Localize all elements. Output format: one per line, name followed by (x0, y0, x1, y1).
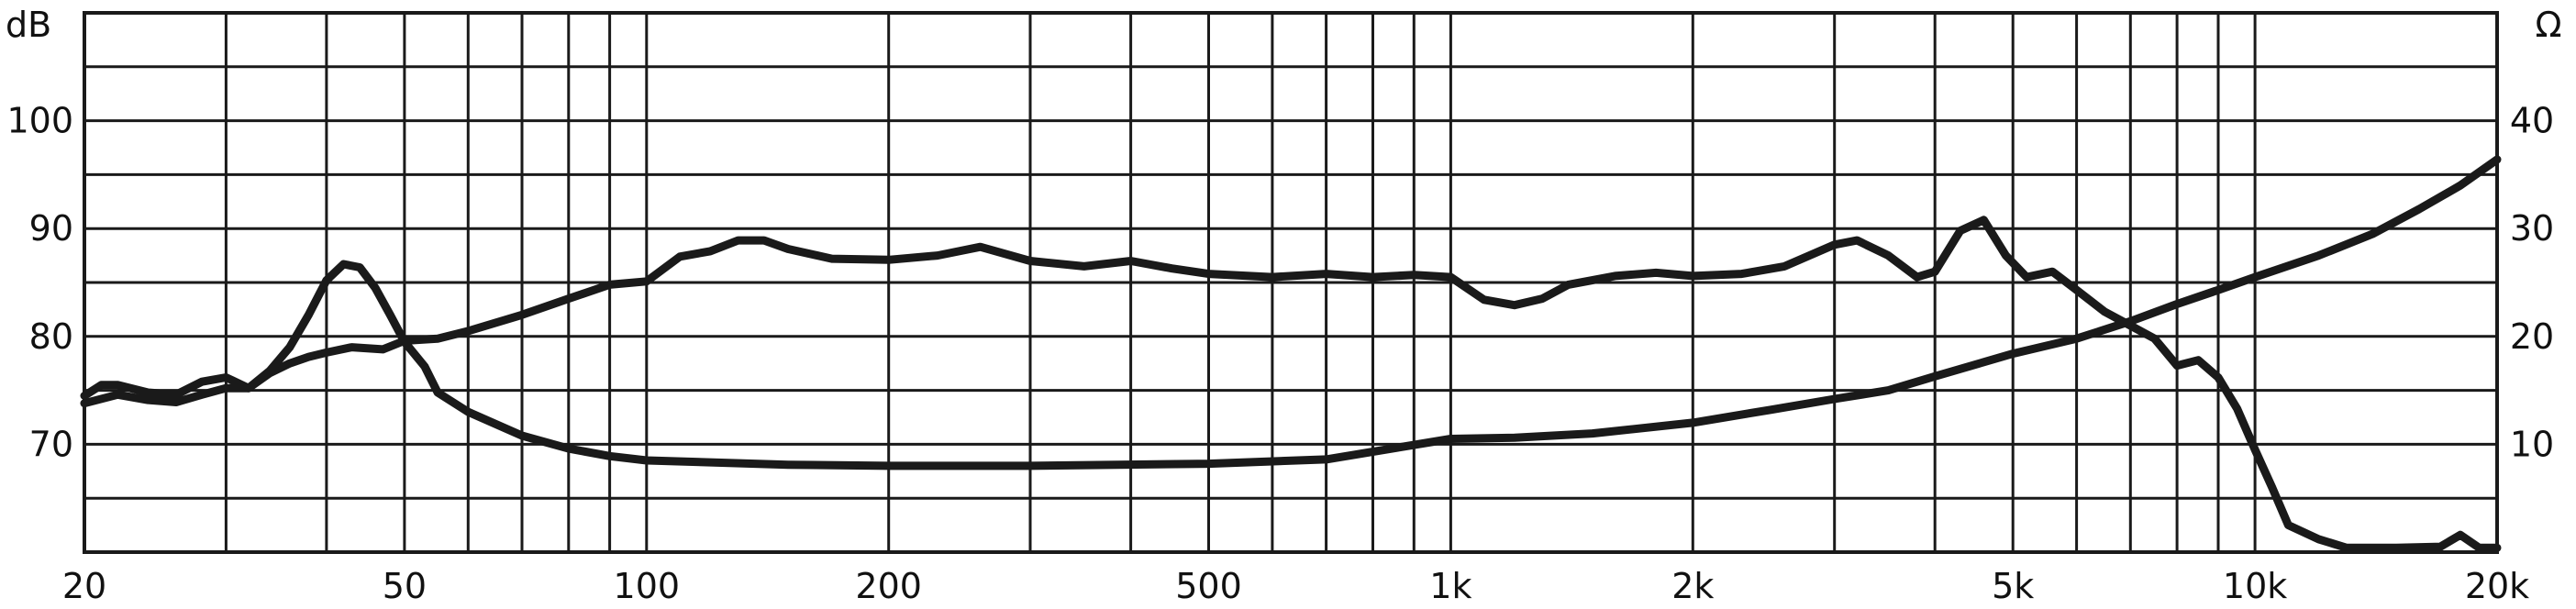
y-left-tick-label: 100 (6, 101, 73, 141)
y-left-ticks: 70 80 90 100 (6, 101, 73, 465)
x-tick-label: 5k (1992, 566, 2034, 606)
x-tick-label: 500 (1175, 566, 1242, 606)
y-left-unit-label: dB (6, 5, 51, 45)
x-tick-label: 100 (614, 566, 681, 606)
y-right-tick-label: 40 (2510, 101, 2554, 141)
y-left-tick-label: 70 (29, 424, 73, 464)
y-right-tick-label: 20 (2510, 316, 2554, 357)
x-tick-label: 20 (62, 566, 106, 606)
x-tick-label: 20k (2465, 566, 2529, 606)
x-tick-label: 1k (1429, 566, 1471, 606)
y-right-ticks: 10 20 30 40 (2510, 101, 2554, 465)
plot-frame (83, 11, 2499, 554)
y-right-unit-label: Ω (2535, 5, 2561, 45)
y-right-tick-label: 30 (2510, 208, 2554, 249)
x-tick-label: 200 (855, 566, 922, 606)
y-left-tick-label: 80 (29, 316, 73, 357)
grid (83, 13, 2499, 552)
x-tick-label: 10k (2223, 566, 2287, 606)
curves (80, 155, 2502, 552)
y-left-tick-label: 90 (29, 208, 73, 249)
x-tick-label: 2k (1671, 566, 1714, 606)
y-right-tick-label: 10 (2510, 424, 2554, 464)
impedance-curve (80, 155, 2502, 471)
spl-curve (80, 216, 2502, 552)
x-tick-label: 50 (383, 566, 427, 606)
x-axis-ticks: 20 50 100 200 500 1k 2k 5k 10k 20k (62, 566, 2529, 606)
